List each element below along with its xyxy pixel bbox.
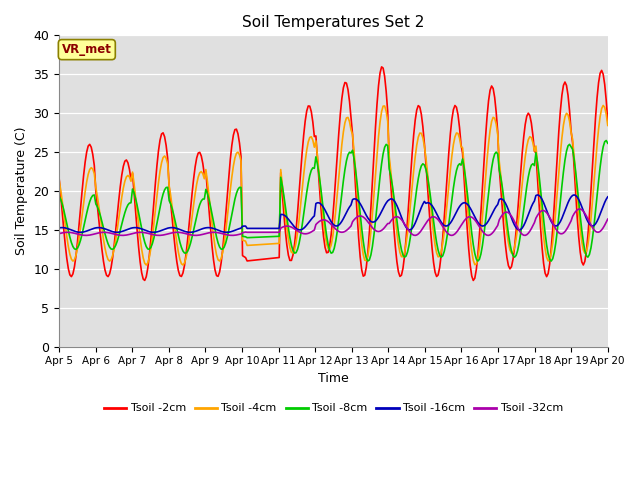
Line: Tsoil -4cm: Tsoil -4cm <box>59 106 608 265</box>
Tsoil -4cm <box>575 211 582 216</box>
Title: Soil Temperatures Set 2: Soil Temperatures Set 2 <box>243 15 424 30</box>
Line: Tsoil -32cm: Tsoil -32cm <box>59 209 608 235</box>
Tsoil -2cm <box>122 157 130 163</box>
Tsoil -8cm <box>55 193 63 199</box>
Tsoil -16cm <box>248 226 255 231</box>
Tsoil -8cm <box>237 184 245 190</box>
Tsoil -2cm <box>219 247 227 252</box>
Tsoil -32cm <box>604 216 612 222</box>
Tsoil -2cm <box>55 176 63 181</box>
Tsoil -8cm <box>219 246 227 252</box>
Line: Tsoil -16cm: Tsoil -16cm <box>59 195 608 232</box>
Tsoil -16cm <box>604 194 612 200</box>
Tsoil -4cm <box>248 242 255 248</box>
Tsoil -4cm <box>297 203 305 208</box>
Tsoil -16cm <box>124 227 132 232</box>
Tsoil -8cm <box>604 141 612 146</box>
Tsoil -8cm <box>602 138 610 144</box>
Tsoil -4cm <box>604 122 612 128</box>
Tsoil -8cm <box>474 258 482 264</box>
Tsoil -16cm <box>77 229 84 235</box>
Tsoil -32cm <box>122 232 130 238</box>
Tsoil -32cm <box>239 230 246 236</box>
Tsoil -2cm <box>577 250 584 255</box>
Tsoil -32cm <box>55 231 63 237</box>
Tsoil -4cm <box>239 237 246 243</box>
Tsoil -8cm <box>246 235 254 240</box>
Tsoil -32cm <box>577 206 584 212</box>
Tsoil -2cm <box>237 154 245 159</box>
Tsoil -16cm <box>570 192 578 198</box>
Tsoil -4cm <box>122 174 130 180</box>
Tsoil -16cm <box>220 229 228 235</box>
Tsoil -32cm <box>248 229 255 235</box>
Tsoil -16cm <box>577 200 584 206</box>
Line: Tsoil -2cm: Tsoil -2cm <box>59 67 608 280</box>
Tsoil -2cm <box>378 64 385 70</box>
Tsoil -32cm <box>219 231 227 237</box>
Tsoil -2cm <box>246 258 254 264</box>
Tsoil -2cm <box>604 118 612 124</box>
Tsoil -4cm <box>143 262 150 268</box>
Tsoil -32cm <box>297 230 305 236</box>
Tsoil -8cm <box>575 198 582 204</box>
Text: VR_met: VR_met <box>62 43 112 56</box>
Tsoil -2cm <box>295 190 303 196</box>
Tsoil -16cm <box>297 227 305 233</box>
X-axis label: Time: Time <box>318 372 349 385</box>
Tsoil -8cm <box>295 240 303 246</box>
Tsoil -8cm <box>122 205 130 211</box>
Y-axis label: Soil Temperature (C): Soil Temperature (C) <box>15 127 28 255</box>
Tsoil -16cm <box>55 225 63 231</box>
Legend: Tsoil -2cm, Tsoil -4cm, Tsoil -8cm, Tsoil -16cm, Tsoil -32cm: Tsoil -2cm, Tsoil -4cm, Tsoil -8cm, Tsoi… <box>99 399 568 418</box>
Tsoil -4cm <box>55 178 63 183</box>
Tsoil -32cm <box>575 206 582 212</box>
Tsoil -2cm <box>469 277 477 283</box>
Tsoil -32cm <box>228 232 236 238</box>
Tsoil -16cm <box>239 223 246 229</box>
Tsoil -4cm <box>220 240 228 246</box>
Line: Tsoil -8cm: Tsoil -8cm <box>59 141 608 261</box>
Tsoil -4cm <box>599 103 607 108</box>
